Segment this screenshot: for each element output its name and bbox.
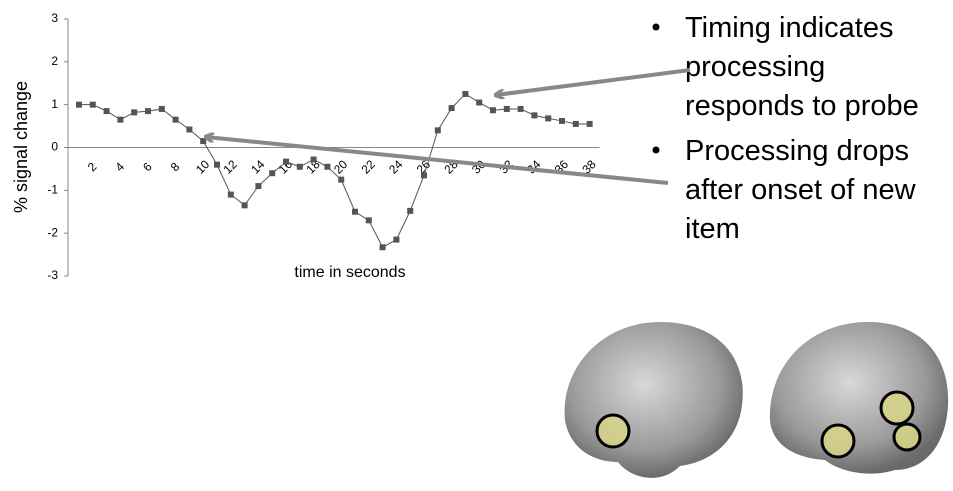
data-point: [380, 244, 386, 250]
data-point: [393, 237, 399, 243]
x-tick-label: 2: [85, 159, 100, 174]
data-point: [145, 108, 151, 114]
data-point: [531, 112, 537, 118]
data-point: [587, 121, 593, 127]
x-tick-label: 8: [168, 159, 183, 174]
bullet-text: responds to probe: [685, 90, 919, 122]
data-point: [159, 106, 165, 112]
x-tick-label: 6: [140, 159, 155, 174]
data-point: [214, 162, 220, 168]
data-point: [545, 115, 551, 121]
y-tick-label: 2: [51, 54, 58, 68]
data-point: [435, 127, 441, 133]
data-point: [76, 102, 82, 108]
data-point: [490, 107, 496, 113]
y-tick-label: 1: [51, 97, 58, 111]
data-point: [476, 100, 482, 106]
data-point: [228, 192, 234, 198]
data-point: [242, 202, 248, 208]
arrow: [496, 70, 690, 95]
data-point: [269, 170, 275, 176]
data-point: [504, 106, 510, 112]
data-point: [200, 138, 206, 144]
bullet-text: processing: [685, 51, 825, 83]
data-point: [518, 106, 524, 112]
brain-images: [555, 305, 950, 488]
data-point: [311, 156, 317, 162]
bullets: Timing indicates processing responds to pr…: [653, 12, 919, 245]
data-point: [352, 209, 358, 215]
y-tick-label: -3: [47, 268, 58, 282]
bullet-text: after onset of new: [685, 174, 917, 206]
x-tick-label: 34: [524, 157, 544, 177]
region-marker: [894, 424, 920, 450]
x-tick-label: 12: [221, 157, 241, 177]
y-tick-label: 3: [51, 11, 58, 25]
y-axis-label: % signal change: [11, 81, 31, 213]
x-tick-label: 14: [248, 157, 268, 177]
x-tick-label: 20: [331, 157, 351, 177]
data-point: [117, 117, 123, 123]
plot: -3-2-10123246810121416182022242628303234…: [47, 11, 599, 282]
data-point: [173, 117, 179, 123]
data-point: [297, 164, 303, 170]
x-axis-label: time in seconds: [294, 264, 405, 281]
y-tick-label: 0: [51, 140, 58, 154]
region-marker: [822, 425, 854, 457]
bullet-dot: [653, 24, 660, 31]
data-point: [573, 121, 579, 127]
data-point: [131, 109, 137, 115]
data-point: [104, 108, 110, 114]
data-point: [366, 217, 372, 223]
data-point: [255, 183, 261, 189]
data-point: [449, 105, 455, 111]
x-tick-label: 4: [113, 159, 128, 174]
bullet-dot: [653, 147, 660, 154]
bullet-text: item: [685, 213, 740, 245]
data-point: [421, 172, 427, 178]
arrow: [206, 137, 668, 183]
y-tick-label: -1: [47, 183, 58, 197]
x-tick-label: 10: [193, 157, 213, 177]
data-point: [283, 159, 289, 165]
x-tick-label: 24: [386, 157, 406, 177]
bullet-text: Timing indicates: [685, 12, 893, 44]
data-point: [90, 102, 96, 108]
bullet-text: Processing drops: [685, 135, 909, 167]
slide: % signal change time in seconds -3 -2 -1 0 1…: [0, 0, 953, 491]
data-point: [407, 208, 413, 214]
region-marker: [597, 415, 629, 447]
x-tick-label: 22: [359, 157, 379, 177]
data-point: [338, 177, 344, 183]
data-point: [324, 164, 330, 170]
y-tick-label: -2: [47, 225, 58, 239]
data-point: [559, 118, 565, 124]
data-point: [186, 127, 192, 133]
region-marker: [881, 392, 913, 424]
data-point: [462, 91, 468, 97]
